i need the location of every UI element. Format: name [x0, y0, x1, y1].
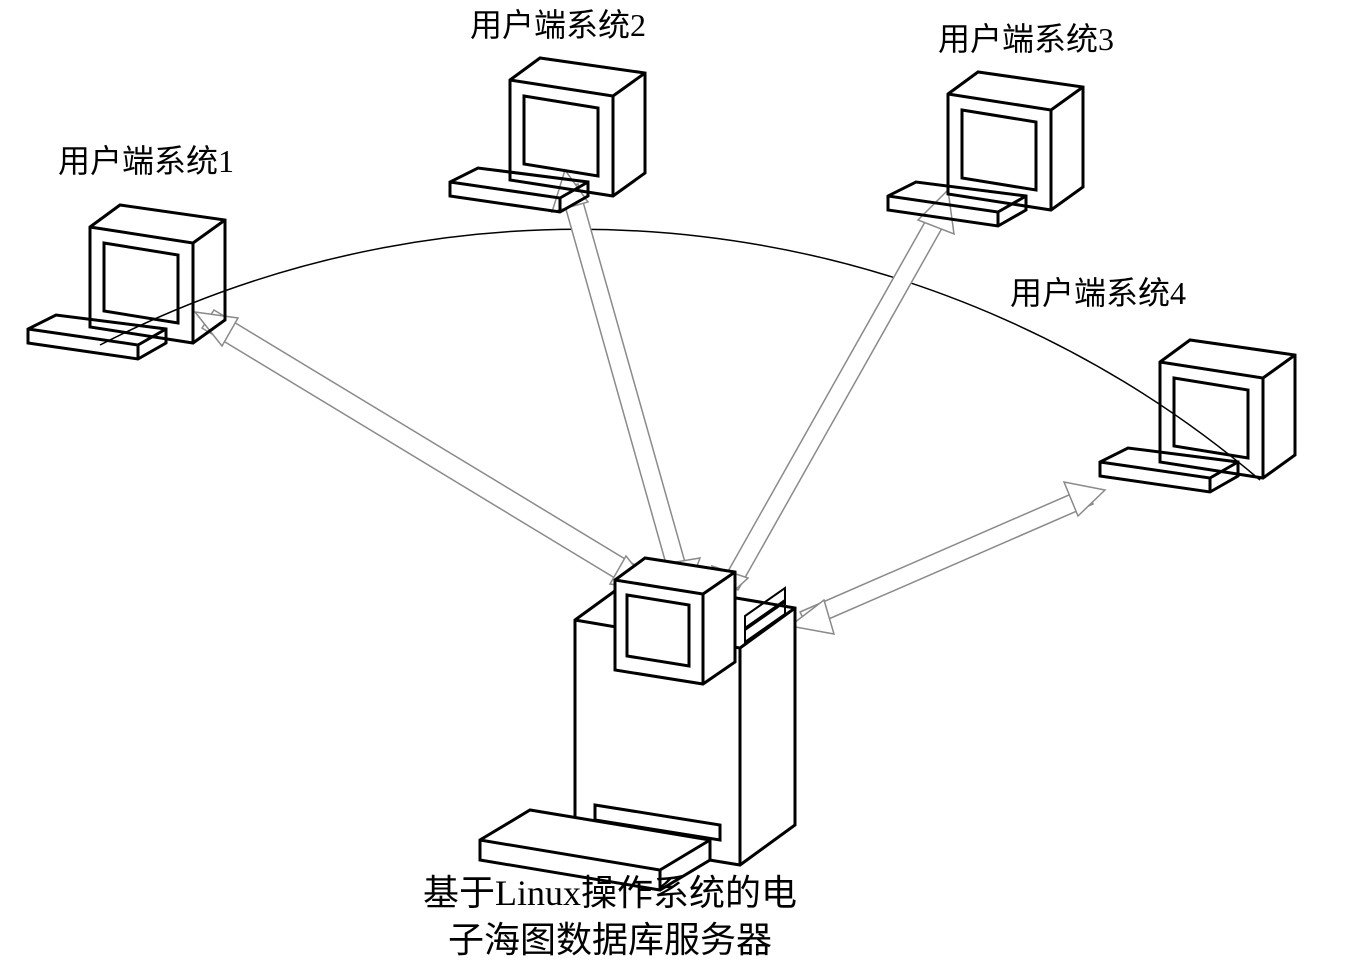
client2-node: [450, 58, 645, 212]
client2-label: 用户端系统2: [470, 0, 646, 46]
arrow-to-client4: [790, 482, 1105, 634]
arrow-to-client1: [195, 310, 653, 590]
client4-node: [1100, 340, 1295, 492]
client1-node: [28, 205, 225, 359]
client3-label: 用户端系统3: [938, 14, 1114, 60]
server-caption: 基于Linux操作系统的电 子海图数据库服务器: [370, 870, 850, 964]
server-caption-line1: 基于Linux操作系统的电: [370, 870, 850, 917]
arrow-to-client3: [712, 190, 954, 600]
client3-node: [888, 72, 1083, 226]
client1-label: 用户端系统1: [58, 136, 234, 182]
client4-label: 用户端系统4: [1010, 268, 1186, 314]
server-node: [480, 558, 795, 890]
server-caption-line2: 子海图数据库服务器: [370, 917, 850, 964]
